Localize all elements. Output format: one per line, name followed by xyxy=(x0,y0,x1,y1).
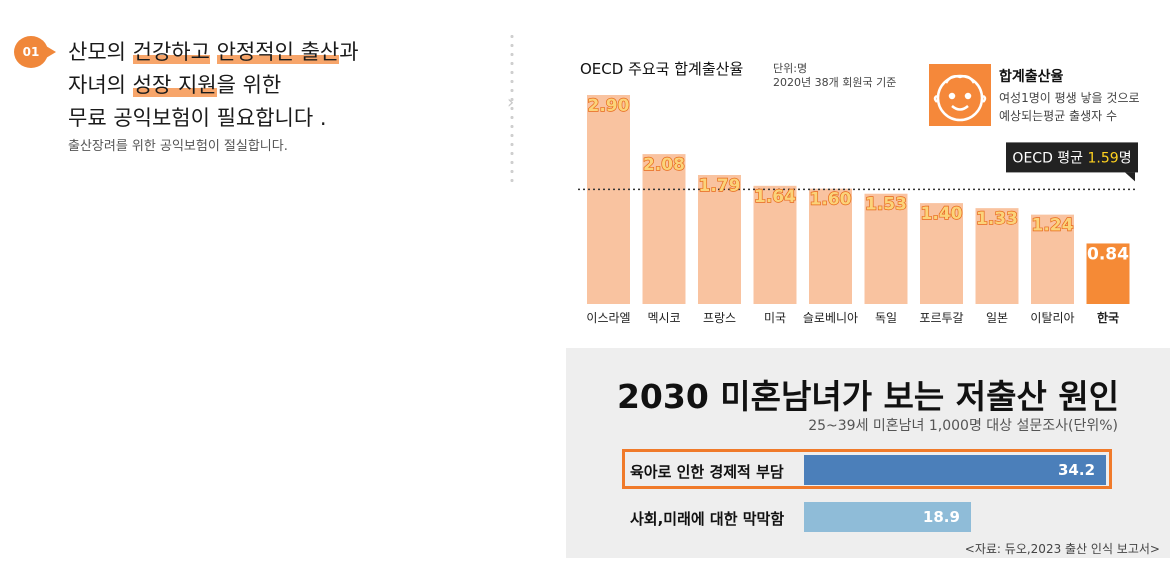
category-label-1: 이스라엘 xyxy=(586,311,630,325)
chart-title: OECD 주요국 합계출산율 xyxy=(580,60,743,78)
cause-value-1: 34.2 xyxy=(1058,461,1096,479)
baby-face-icon xyxy=(933,74,987,122)
value-label-7: 1.40 xyxy=(921,204,963,224)
cause-value-2: 18.9 xyxy=(922,508,960,526)
cause-bar-2 xyxy=(804,502,971,532)
value-label-2: 2.08 xyxy=(643,155,685,175)
category-label-10: 한국 xyxy=(1097,310,1119,325)
average-tag: OECD 평균 1.59명 xyxy=(1012,150,1131,166)
cause-label-2: 사회,미래에 대한 막막함 xyxy=(630,510,785,528)
fertility-rate-chart: OECD 주요국 합계출산율 단위:명 2020년 38개 회원국 기준 합계출… xyxy=(578,60,1140,325)
causes-title: 2030 미혼남녀가 보는 저출산 원인 xyxy=(616,377,1120,416)
bar-10 xyxy=(1086,243,1130,304)
category-label-7: 포르투갈 xyxy=(919,311,963,325)
value-label-3: 1.79 xyxy=(699,176,741,196)
bar-2 xyxy=(642,154,686,304)
value-label-6: 1.53 xyxy=(865,195,907,215)
definition-line-2: 예상되는평균 출생자 수 xyxy=(999,109,1117,123)
bar-5 xyxy=(809,188,852,304)
average-tag-pointer xyxy=(1125,172,1135,182)
definition-title: 합계출산율 xyxy=(999,68,1064,85)
chevron-right-icon: › xyxy=(507,92,515,113)
value-label-9: 1.24 xyxy=(1032,216,1074,236)
headline: 산모의 건강하고 안정적인 출산과 자녀의 성장 지원을 위한 무료 공익보험이… xyxy=(68,36,359,135)
value-label-8: 1.33 xyxy=(976,209,1018,229)
category-label-2: 멕시코 xyxy=(647,311,680,325)
causes-panel: 2030 미혼남녀가 보는 저출산 원인 25~39세 미혼남녀 1,000명 … xyxy=(566,348,1170,558)
chart-note: 2020년 38개 회원국 기준 xyxy=(773,76,896,89)
bar-3 xyxy=(698,174,741,304)
chart-unit-label: 단위:명 xyxy=(773,62,807,75)
section-number-badge: 01 xyxy=(14,36,48,68)
subline: 출산장려를 위한 공익보험이 절실합니다. xyxy=(68,139,288,154)
bar-6 xyxy=(864,193,908,304)
category-label-8: 일본 xyxy=(986,311,1008,325)
causes-subtitle: 25~39세 미혼남녀 1,000명 대상 설문조사(단위%) xyxy=(808,418,1118,434)
value-label-10: 0.84 xyxy=(1087,244,1129,264)
value-label-4: 1.64 xyxy=(754,187,796,207)
category-label-6: 독일 xyxy=(875,311,897,325)
category-label-5: 슬로베니아 xyxy=(803,311,858,325)
headline-line-3: 무료 공익보험이 필요합니다 . xyxy=(68,106,327,130)
average-unit: 명 xyxy=(1119,150,1132,166)
source-note: <자료: 듀오,2023 출산 인식 보고서> xyxy=(964,542,1160,556)
bar-7 xyxy=(920,203,963,304)
highlight-box xyxy=(622,449,1112,489)
definition-line-1: 여성1명이 평생 낳을 것으로 xyxy=(999,91,1140,105)
category-label-4: 미국 xyxy=(764,311,786,325)
bar-8 xyxy=(975,208,1019,304)
category-label-9: 이탈리아 xyxy=(1030,311,1074,325)
average-label: OECD 평균 xyxy=(1012,150,1087,166)
cause-bar-1 xyxy=(804,455,1106,485)
value-label-1: 2.90 xyxy=(588,96,630,116)
headline-line-1: 산모의 건강하고 안정적인 출산과 xyxy=(68,40,359,64)
bar-9 xyxy=(1031,214,1074,304)
value-label-5: 1.60 xyxy=(810,190,852,210)
average-tag-bg xyxy=(1006,142,1138,173)
headline-line-2: 자녀의 성장 지원을 위한 xyxy=(68,73,282,97)
category-label-3: 프랑스 xyxy=(703,311,736,325)
definition-box: 합계출산율 여성1명이 평생 낳을 것으로 예상되는평균 출생자 수 xyxy=(929,64,1140,126)
bar-4 xyxy=(753,185,797,304)
cause-label-1: 육아로 인한 경제적 부담 xyxy=(630,463,784,481)
dotted-divider xyxy=(510,32,514,182)
badge-pointer xyxy=(46,46,56,58)
bar-1 xyxy=(587,95,630,304)
average-value: 1.59 xyxy=(1088,150,1119,166)
